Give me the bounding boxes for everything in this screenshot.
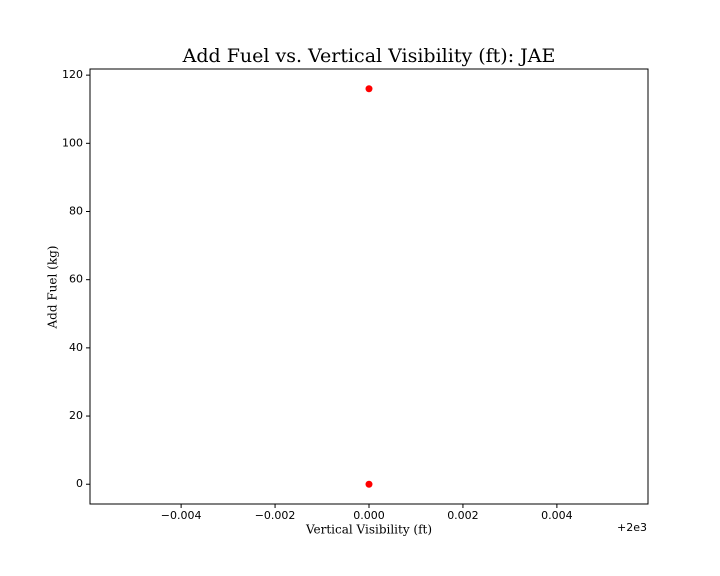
chart-title: Add Fuel vs. Vertical Visibility (ft): J…: [182, 45, 556, 67]
y-tick-label: 60: [69, 273, 83, 286]
y-tick-label: 120: [62, 68, 83, 81]
point: [365, 85, 373, 93]
y-tick-label: 100: [62, 136, 83, 149]
y-axis-label: Add Fuel (kg): [46, 246, 60, 330]
x-offset-label: +2e3: [617, 521, 647, 534]
y-tick-label: 40: [69, 341, 83, 354]
x-tick-label: 0.002: [447, 509, 479, 522]
x-tick-label: 0.004: [541, 509, 573, 522]
x-axis-label: Vertical Visibility (ft): [305, 523, 432, 537]
point: [365, 480, 373, 488]
x-tick-label: −0.002: [255, 509, 296, 522]
plot-frame: [89, 68, 649, 505]
y-tick-label: 20: [69, 409, 83, 422]
x-tick-label: 0.000: [353, 509, 385, 522]
y-tick-label: 0: [76, 477, 83, 490]
x-tick-label: −0.004: [161, 509, 202, 522]
y-tick-label: 80: [69, 205, 83, 218]
